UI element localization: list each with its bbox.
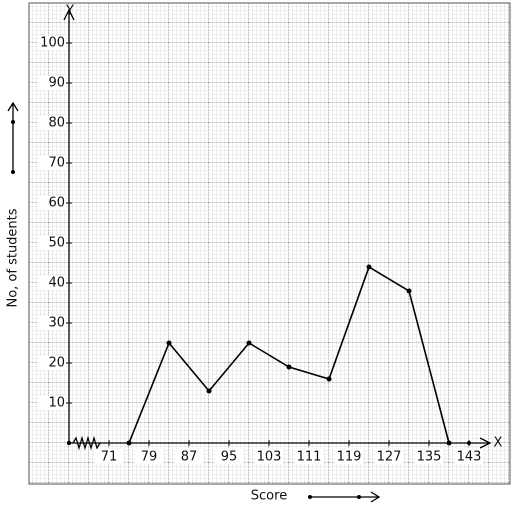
y-tick-label: 80 <box>48 116 65 131</box>
x-tick-label: 111 <box>297 450 322 465</box>
x-tick-label: 127 <box>377 450 402 465</box>
tick-label-bg <box>175 449 203 464</box>
tick-label-bg <box>38 276 66 290</box>
tick-label-bg <box>38 196 66 210</box>
tick-label-bg <box>38 116 66 130</box>
tick-label-bg <box>135 449 163 464</box>
point <box>286 364 292 370</box>
x-tick-label: 95 <box>221 450 238 465</box>
point <box>126 440 132 446</box>
y-axis-label: No, of students <box>6 208 21 307</box>
x-tick-label: 71 <box>101 450 118 465</box>
tick-label-bg <box>255 449 283 464</box>
tick-label-bg <box>295 449 323 464</box>
tick-label-bg <box>38 76 66 90</box>
y-tick-label: 20 <box>48 356 65 371</box>
tick-label-bg <box>335 449 363 464</box>
point <box>366 264 372 270</box>
y-axis-name: Y <box>65 4 74 19</box>
y-tick-label: 70 <box>48 156 65 171</box>
tick-label-bg <box>455 449 483 464</box>
axes <box>7 8 492 503</box>
y-tick-label: 50 <box>48 236 65 251</box>
tick-label-bg <box>215 449 243 464</box>
tick-label-bg <box>38 316 66 330</box>
x-axis-name: X <box>494 436 503 451</box>
tick-label-bg <box>38 156 66 170</box>
y-tick-label: 10 <box>48 396 65 411</box>
x-tick-label: 103 <box>257 450 282 465</box>
point <box>206 388 212 394</box>
y-tick-label: 40 <box>48 276 65 291</box>
y-tick-label: 90 <box>48 76 65 91</box>
x-tick-label: 79 <box>141 450 158 465</box>
tick-label-bg <box>95 449 123 464</box>
tick-label-bg <box>38 236 66 250</box>
point <box>406 288 412 294</box>
x-tick-label: 143 <box>457 450 482 465</box>
y-tick-label: 100 <box>40 36 65 51</box>
tick-label-bg <box>38 356 66 370</box>
point <box>166 340 172 346</box>
point <box>326 376 332 382</box>
point <box>446 440 452 446</box>
point <box>246 340 252 346</box>
tick-label-bg <box>38 36 66 50</box>
graph-paper <box>28 2 511 485</box>
tick-label-bg <box>415 449 443 464</box>
x-axis-label: Score <box>251 489 287 504</box>
y-tick-label: 30 <box>48 316 65 331</box>
x-tick-label: 135 <box>417 450 442 465</box>
x-tick-label: 87 <box>181 450 198 465</box>
x-tick-label: 119 <box>337 450 362 465</box>
tick-label-bg <box>38 396 66 410</box>
tick-label-bg <box>375 449 403 464</box>
y-tick-label: 60 <box>48 196 65 211</box>
